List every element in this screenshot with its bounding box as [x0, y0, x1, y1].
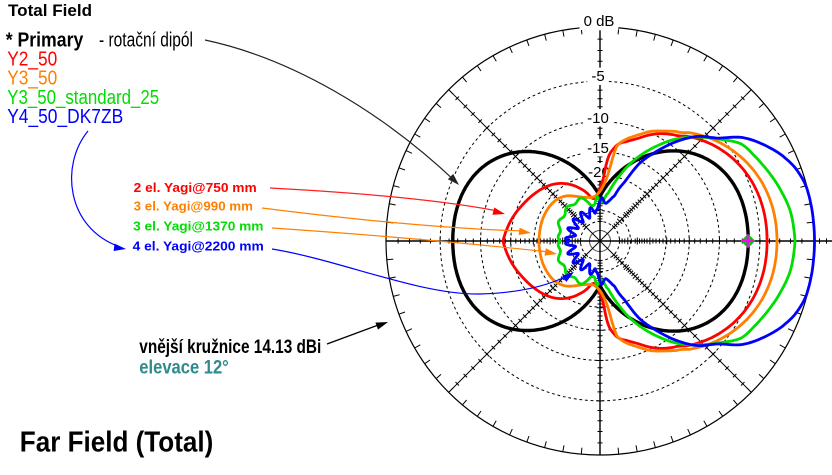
svg-text:* Primary: * Primary [6, 29, 84, 51]
svg-text:vnější kružnice 14.13 dBi: vnější kružnice 14.13 dBi [139, 337, 321, 358]
svg-text:Y4_50_DK7ZB: Y4_50_DK7ZB [7, 106, 123, 128]
svg-text:2 el. Yagi@750 mm: 2 el. Yagi@750 mm [134, 180, 257, 195]
svg-text:Y2_50: Y2_50 [7, 49, 57, 71]
svg-text:3 el. Yagi@990 mm: 3 el. Yagi@990 mm [134, 199, 253, 214]
svg-text:-15: -15 [587, 140, 609, 157]
svg-text:Y3_50: Y3_50 [7, 68, 57, 90]
svg-text:3 el. Yagi@1370 mm: 3 el. Yagi@1370 mm [133, 218, 263, 233]
svg-text:-10: -10 [587, 110, 609, 127]
svg-text:Total Field: Total Field [8, 1, 92, 20]
svg-text:Far Field (Total): Far Field (Total) [20, 426, 214, 458]
svg-text:- rotační dipól: - rotační dipól [99, 29, 193, 51]
svg-text:0 dB: 0 dB [584, 13, 615, 30]
svg-text:-5: -5 [591, 68, 604, 85]
svg-text:elevace 12°: elevace 12° [139, 358, 229, 379]
svg-text:4 el. Yagi@2200 mm: 4 el. Yagi@2200 mm [133, 239, 264, 254]
svg-text:Y3_50_standard_25: Y3_50_standard_25 [7, 87, 159, 109]
